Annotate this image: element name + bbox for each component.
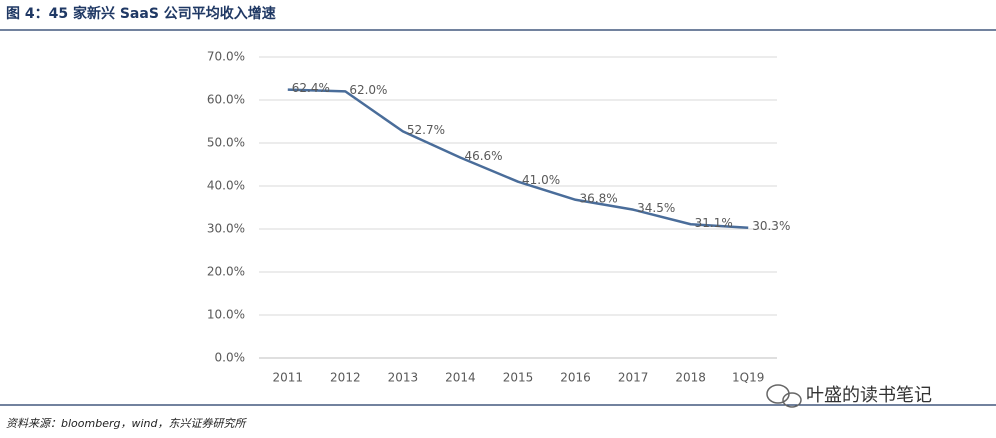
data-label: 31.1%: [695, 216, 733, 230]
data-label: 52.7%: [407, 123, 445, 137]
chart-title: 图 4：45 家新兴 SaaS 公司平均收入增速: [6, 5, 276, 22]
data-line: [287, 88, 749, 229]
x-tick-label: 2018: [675, 371, 706, 385]
source-note: 资料来源：bloomberg，wind，东兴证券研究所: [6, 417, 247, 430]
x-tick-label: 1Q19: [732, 371, 764, 385]
y-tick-label: 10.0%: [207, 308, 245, 322]
y-tick-label: 0.0%: [215, 351, 246, 365]
x-tick-label: 2016: [560, 371, 591, 385]
y-tick-label: 50.0%: [207, 136, 245, 150]
watermark: 叶盛的读书笔记: [806, 385, 932, 406]
data-label: 30.3%: [752, 219, 790, 233]
data-label: 41.0%: [522, 173, 560, 187]
x-tick-label: 2012: [330, 371, 361, 385]
data-label: 62.0%: [349, 83, 387, 97]
y-tick-label: 20.0%: [207, 265, 245, 279]
y-tick-label: 70.0%: [207, 50, 245, 64]
x-tick-label: 2017: [618, 371, 649, 385]
x-tick-label: 2011: [273, 371, 304, 385]
data-label: 36.8%: [580, 191, 618, 205]
y-tick-label: 40.0%: [207, 179, 245, 193]
x-tick-label: 2013: [388, 371, 419, 385]
data-label: 34.5%: [637, 201, 675, 215]
x-tick-label: 2015: [503, 371, 534, 385]
x-tick-label: 2014: [445, 371, 476, 385]
y-tick-label: 60.0%: [207, 93, 245, 107]
data-label: 62.4%: [292, 81, 330, 95]
y-tick-label: 30.0%: [207, 222, 245, 236]
data-label: 46.6%: [464, 149, 502, 163]
watermark-icon: [766, 384, 802, 408]
